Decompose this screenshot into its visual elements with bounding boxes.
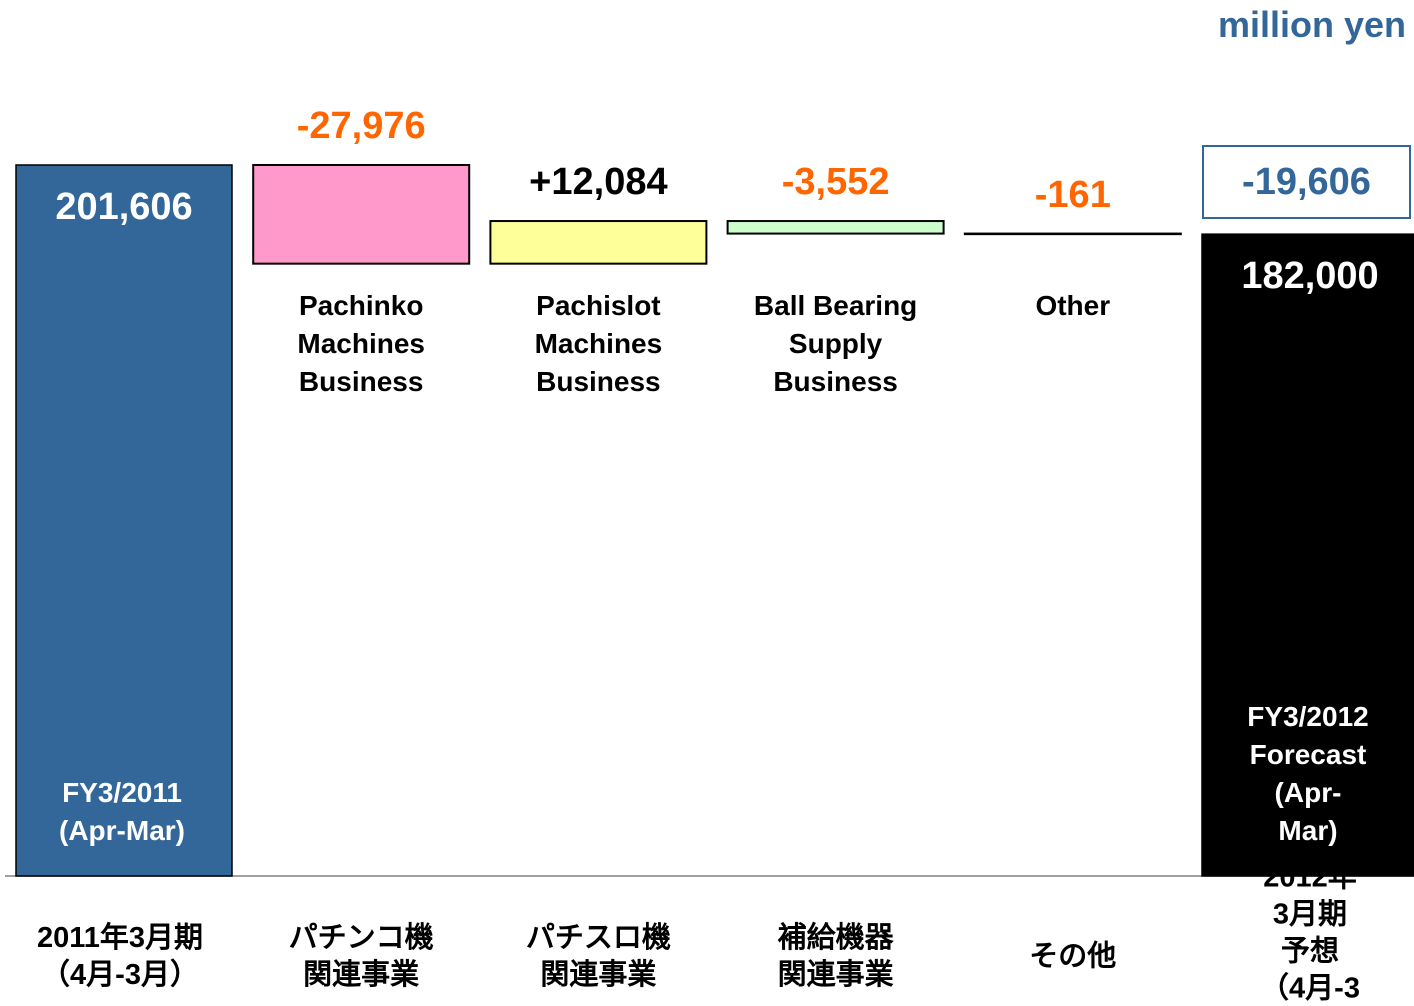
category-label: FY3/2011 (Apr-Mar) [59, 777, 185, 846]
value-label: -161 [1034, 173, 1111, 216]
bar [252, 164, 471, 265]
category-label-ja: 2012年3月期 予想 （4月-3月） [1260, 861, 1360, 1005]
category-label-ja: その他 [1029, 940, 1117, 973]
bar [489, 220, 708, 265]
category-label-ja: 2011年3月期 （4月-3月） [36, 922, 204, 991]
category-label: Pachinko Machines Business [297, 290, 425, 397]
unit-label: million yen [1217, 4, 1406, 45]
bar [15, 164, 233, 877]
bar [1201, 233, 1414, 877]
category-label: Other [1035, 290, 1111, 321]
category-label-ja: 補給機器 関連事業 [777, 922, 894, 991]
category-label: Ball Bearing Supply Business [753, 290, 918, 397]
category-label: Pachislot Machines Business [534, 290, 663, 397]
value-label: -3,552 [781, 161, 890, 204]
value-label: +12,084 [529, 161, 668, 204]
value-label: 182,000 [1241, 255, 1379, 298]
change-box: -19,606 [1202, 145, 1411, 219]
bar [963, 232, 1182, 236]
category-label-ja: パチンコ機 関連事業 [288, 922, 434, 991]
value-label: 201,606 [55, 186, 193, 229]
value-label: -27,976 [296, 105, 426, 148]
category-label: FY3/2012 Forecast (Apr-Mar) [1247, 701, 1369, 846]
change-label: -19,606 [1242, 160, 1371, 203]
bar [726, 220, 945, 235]
category-label-ja: パチスロ機 関連事業 [525, 922, 671, 991]
